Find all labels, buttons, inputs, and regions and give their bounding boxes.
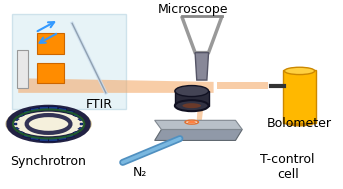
- Polygon shape: [58, 108, 67, 112]
- Polygon shape: [14, 123, 17, 125]
- Polygon shape: [49, 107, 58, 110]
- Polygon shape: [66, 110, 74, 114]
- Ellipse shape: [284, 67, 315, 75]
- FancyBboxPatch shape: [12, 14, 126, 109]
- Polygon shape: [78, 127, 83, 130]
- Text: N₂: N₂: [132, 166, 147, 179]
- Polygon shape: [14, 118, 19, 121]
- Polygon shape: [73, 114, 80, 117]
- Polygon shape: [23, 110, 31, 114]
- Polygon shape: [66, 134, 74, 138]
- Polygon shape: [195, 53, 209, 80]
- Polygon shape: [18, 78, 214, 93]
- Text: Synchrotron: Synchrotron: [11, 155, 86, 168]
- Polygon shape: [197, 93, 205, 120]
- Ellipse shape: [6, 107, 91, 141]
- Polygon shape: [49, 138, 58, 141]
- Polygon shape: [39, 107, 49, 110]
- Polygon shape: [23, 134, 31, 138]
- Polygon shape: [80, 123, 83, 125]
- Polygon shape: [155, 129, 242, 140]
- Text: FTIR: FTIR: [86, 98, 113, 111]
- Text: T-control
cell: T-control cell: [260, 153, 315, 181]
- FancyBboxPatch shape: [16, 50, 28, 88]
- FancyBboxPatch shape: [37, 63, 64, 83]
- Ellipse shape: [185, 120, 199, 124]
- Ellipse shape: [175, 86, 209, 97]
- Polygon shape: [30, 108, 39, 112]
- FancyBboxPatch shape: [37, 33, 64, 53]
- Polygon shape: [17, 131, 24, 134]
- Text: Microscope: Microscope: [158, 3, 229, 16]
- Polygon shape: [30, 136, 39, 140]
- Polygon shape: [73, 131, 80, 134]
- Text: Bolometer: Bolometer: [267, 117, 332, 130]
- Ellipse shape: [188, 121, 196, 123]
- FancyBboxPatch shape: [283, 70, 316, 123]
- Polygon shape: [58, 136, 67, 140]
- Ellipse shape: [181, 102, 202, 109]
- Polygon shape: [217, 82, 268, 89]
- Polygon shape: [78, 118, 83, 121]
- Polygon shape: [155, 120, 242, 129]
- Ellipse shape: [175, 100, 209, 111]
- Ellipse shape: [284, 119, 315, 126]
- Polygon shape: [14, 127, 19, 130]
- Polygon shape: [39, 138, 49, 141]
- Polygon shape: [175, 91, 209, 106]
- Polygon shape: [17, 114, 24, 117]
